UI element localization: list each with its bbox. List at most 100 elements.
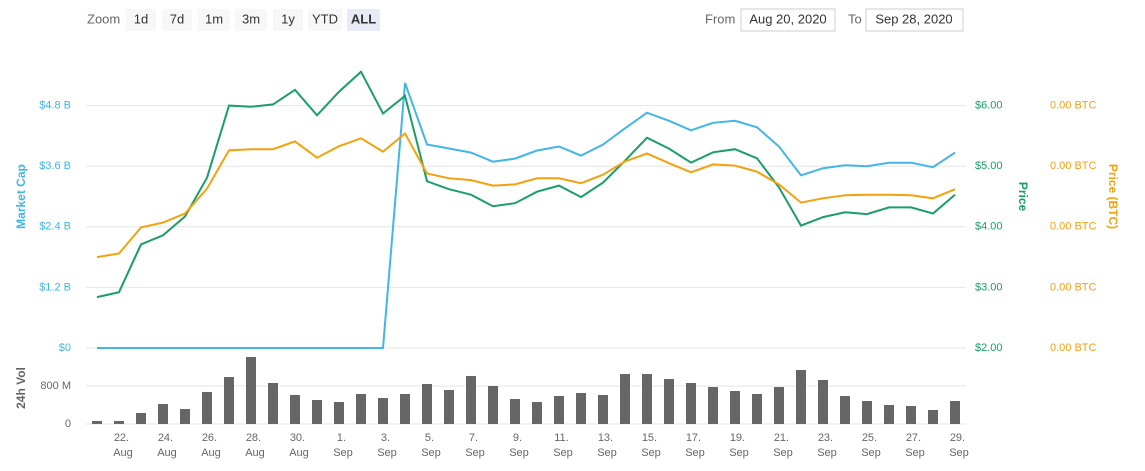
bar <box>202 391 212 424</box>
x-tick-label: 7. Sep <box>465 432 485 459</box>
zoom-button[interactable] <box>347 9 380 31</box>
zoom-button-label[interactable]: 1m <box>205 11 223 26</box>
x-tick-label: 13. Sep <box>597 432 617 459</box>
bar <box>356 393 366 424</box>
x-tick-label: 22. Aug <box>113 432 133 459</box>
y3-tick-label: 0.00 BTC <box>1050 281 1097 293</box>
bar <box>158 404 168 424</box>
x-tick-label: 15. Sep <box>641 432 661 459</box>
y2-tick-label: $5.00 <box>975 160 1003 172</box>
bar <box>114 421 124 424</box>
x-tick-label: 1. Sep <box>333 432 353 459</box>
y3-axis-title: Price (BTC) <box>1106 164 1120 229</box>
bar <box>488 386 498 424</box>
from-label: From <box>705 11 735 26</box>
x-tick-label: 23. Sep <box>817 432 837 459</box>
bar <box>510 399 520 424</box>
bar <box>774 386 784 424</box>
bar <box>620 373 630 424</box>
to-label: To <box>848 11 862 26</box>
bar <box>444 389 454 424</box>
line-y2 <box>96 70 956 299</box>
bar <box>598 394 608 424</box>
y2-tick-label: $4.00 <box>975 221 1003 233</box>
bar <box>884 405 894 424</box>
to-input[interactable] <box>865 8 964 32</box>
bar <box>576 392 586 424</box>
x-tick-label: 27. Sep <box>905 432 925 459</box>
zoom-button-label[interactable]: 1d <box>134 11 148 26</box>
bar <box>752 393 762 424</box>
zoom-button-label[interactable]: 3m <box>242 11 260 26</box>
x-tick-label: 25. Sep <box>861 432 881 459</box>
bar <box>334 402 344 424</box>
y-tick-label: $2.4 B <box>39 221 71 233</box>
bar <box>686 383 696 424</box>
x-tick-label: 11. Sep <box>553 432 573 459</box>
x-tick-label: 17. Sep <box>685 432 705 459</box>
bar <box>708 386 718 424</box>
y-tick-label: $1.2 B <box>39 281 71 293</box>
zoom-button[interactable] <box>273 9 303 31</box>
y3-tick-label: 0.00 BTC <box>1050 342 1097 354</box>
y-axis-title: 24h Vol <box>14 367 28 409</box>
from-input[interactable] <box>740 8 836 32</box>
bar <box>92 421 102 424</box>
line-y <box>97 82 956 349</box>
x-tick-label: 21. Sep <box>773 432 793 459</box>
to-value[interactable]: Sep 28, 2020 <box>875 11 952 26</box>
x-tick-label: 29. Sep <box>949 432 969 459</box>
bar <box>796 369 806 424</box>
bar <box>136 412 146 424</box>
y2-tick-label: $3.00 <box>975 281 1003 293</box>
y-tick-label: 0 <box>65 418 71 430</box>
bar <box>818 380 828 424</box>
bar <box>950 401 960 424</box>
y-tick-label: $0 <box>59 342 71 354</box>
zoom-button-label[interactable]: 1y <box>281 11 295 26</box>
bar <box>378 398 388 424</box>
y2-tick-label: $2.00 <box>975 342 1003 354</box>
y-tick-label: $3.6 B <box>39 160 71 172</box>
from-value[interactable]: Aug 20, 2020 <box>749 11 826 26</box>
bar <box>664 379 674 424</box>
x-tick-label: 3. Sep <box>377 432 397 459</box>
x-tick-label: 5. Sep <box>421 432 441 459</box>
x-tick-label: 30. Aug <box>289 432 309 459</box>
zoom-button[interactable] <box>235 9 267 31</box>
zoom-button-label[interactable]: YTD <box>312 11 338 26</box>
bar <box>268 383 278 424</box>
bar <box>290 394 300 424</box>
y-axis-title: Market Cap <box>14 164 28 229</box>
zoom-button-label[interactable]: ALL <box>351 11 376 26</box>
y-tick-label: 800 M <box>40 380 71 392</box>
y3-tick-label: 0.00 BTC <box>1050 221 1097 233</box>
bar <box>730 390 740 424</box>
y3-tick-label: 0.00 BTC <box>1050 160 1097 172</box>
x-tick-label: 28. Aug <box>245 432 265 459</box>
zoom-button[interactable] <box>198 9 230 31</box>
zoom-label: Zoom <box>87 11 120 26</box>
y2-tick-label: $6.00 <box>975 100 1003 112</box>
x-tick-label: 19. Sep <box>729 432 749 459</box>
bar <box>400 393 410 424</box>
zoom-button[interactable] <box>126 9 156 31</box>
bar <box>422 384 432 424</box>
y-tick-label: $4.8 B <box>39 100 71 112</box>
line-y3 <box>96 131 956 259</box>
bar <box>180 408 190 424</box>
zoom-button-label[interactable]: 7d <box>170 11 184 26</box>
bar <box>312 400 322 424</box>
y3-tick-label: 0.00 BTC <box>1050 100 1097 112</box>
bar <box>928 409 938 424</box>
bar <box>642 373 652 424</box>
zoom-button[interactable] <box>308 9 342 31</box>
bar <box>554 396 564 424</box>
bar <box>862 401 872 424</box>
x-tick-label: 24. Aug <box>157 432 177 459</box>
x-tick-label: 9. Sep <box>509 432 529 459</box>
x-tick-label: 26. Aug <box>201 432 221 459</box>
y2-axis-title: Price <box>1016 182 1030 212</box>
zoom-button[interactable] <box>162 9 192 31</box>
